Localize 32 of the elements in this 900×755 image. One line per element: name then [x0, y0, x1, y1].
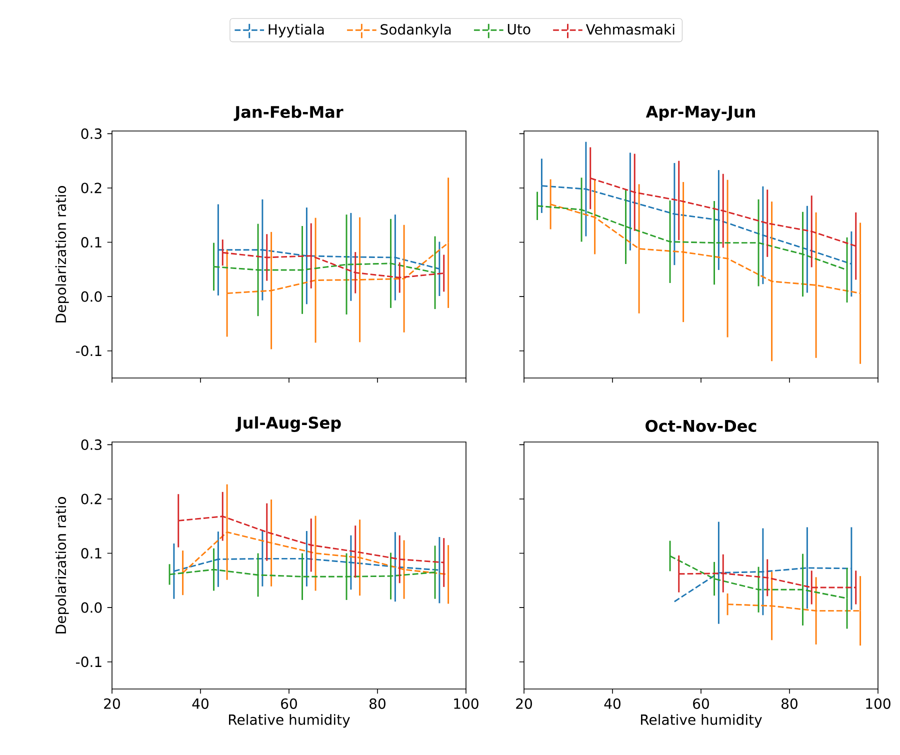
legend-label: Vehmasmaki	[586, 24, 674, 35]
y-tick-label: 0.1	[81, 236, 102, 248]
x-tick-label: 40	[604, 698, 620, 709]
x-tick-label: 100	[866, 698, 890, 709]
y-tick-label: -0.1	[76, 346, 102, 356]
x-axis-title: Relative humidity	[229, 714, 350, 728]
y-tick-label: 0.2	[81, 494, 102, 504]
chart-title: Apr-May-Jun	[646, 106, 755, 121]
y-tick-label: 0.3	[81, 439, 102, 450]
y-axis-title: Depolarization ratio	[55, 497, 69, 634]
y-tick-label: 0.2	[81, 182, 102, 194]
legend-label: Hyytiala	[268, 24, 324, 38]
y-tick-label: -0.1	[76, 656, 102, 668]
y-tick-label: 0.0	[81, 291, 102, 302]
x-tick-label: 60	[693, 698, 709, 709]
x-tick-label: 20	[104, 698, 120, 709]
x-tick-label: 20	[516, 698, 532, 709]
x-axis-title: Relative humidity	[641, 714, 762, 728]
y-tick-label: 0.3	[81, 128, 102, 139]
x-tick-label: 60	[281, 698, 297, 709]
legend-label: Sodankyla	[380, 24, 451, 38]
y-tick-label: 0.0	[81, 602, 102, 613]
x-tick-label: 80	[782, 698, 798, 709]
x-tick-label: 80	[370, 698, 386, 709]
x-tick-label: 100	[454, 698, 478, 709]
y-axis-title: Depolarization ratio	[55, 186, 69, 322]
chart-title: Jul-Aug-Sep	[236, 416, 341, 432]
chart-title: Jan-Feb-Mar	[234, 106, 344, 121]
legend-label: Uto	[508, 24, 530, 34]
y-tick-label: 0.1	[81, 548, 102, 559]
x-tick-label: 40	[192, 698, 208, 709]
chart-title: Oct-Nov-Dec	[646, 420, 756, 432]
